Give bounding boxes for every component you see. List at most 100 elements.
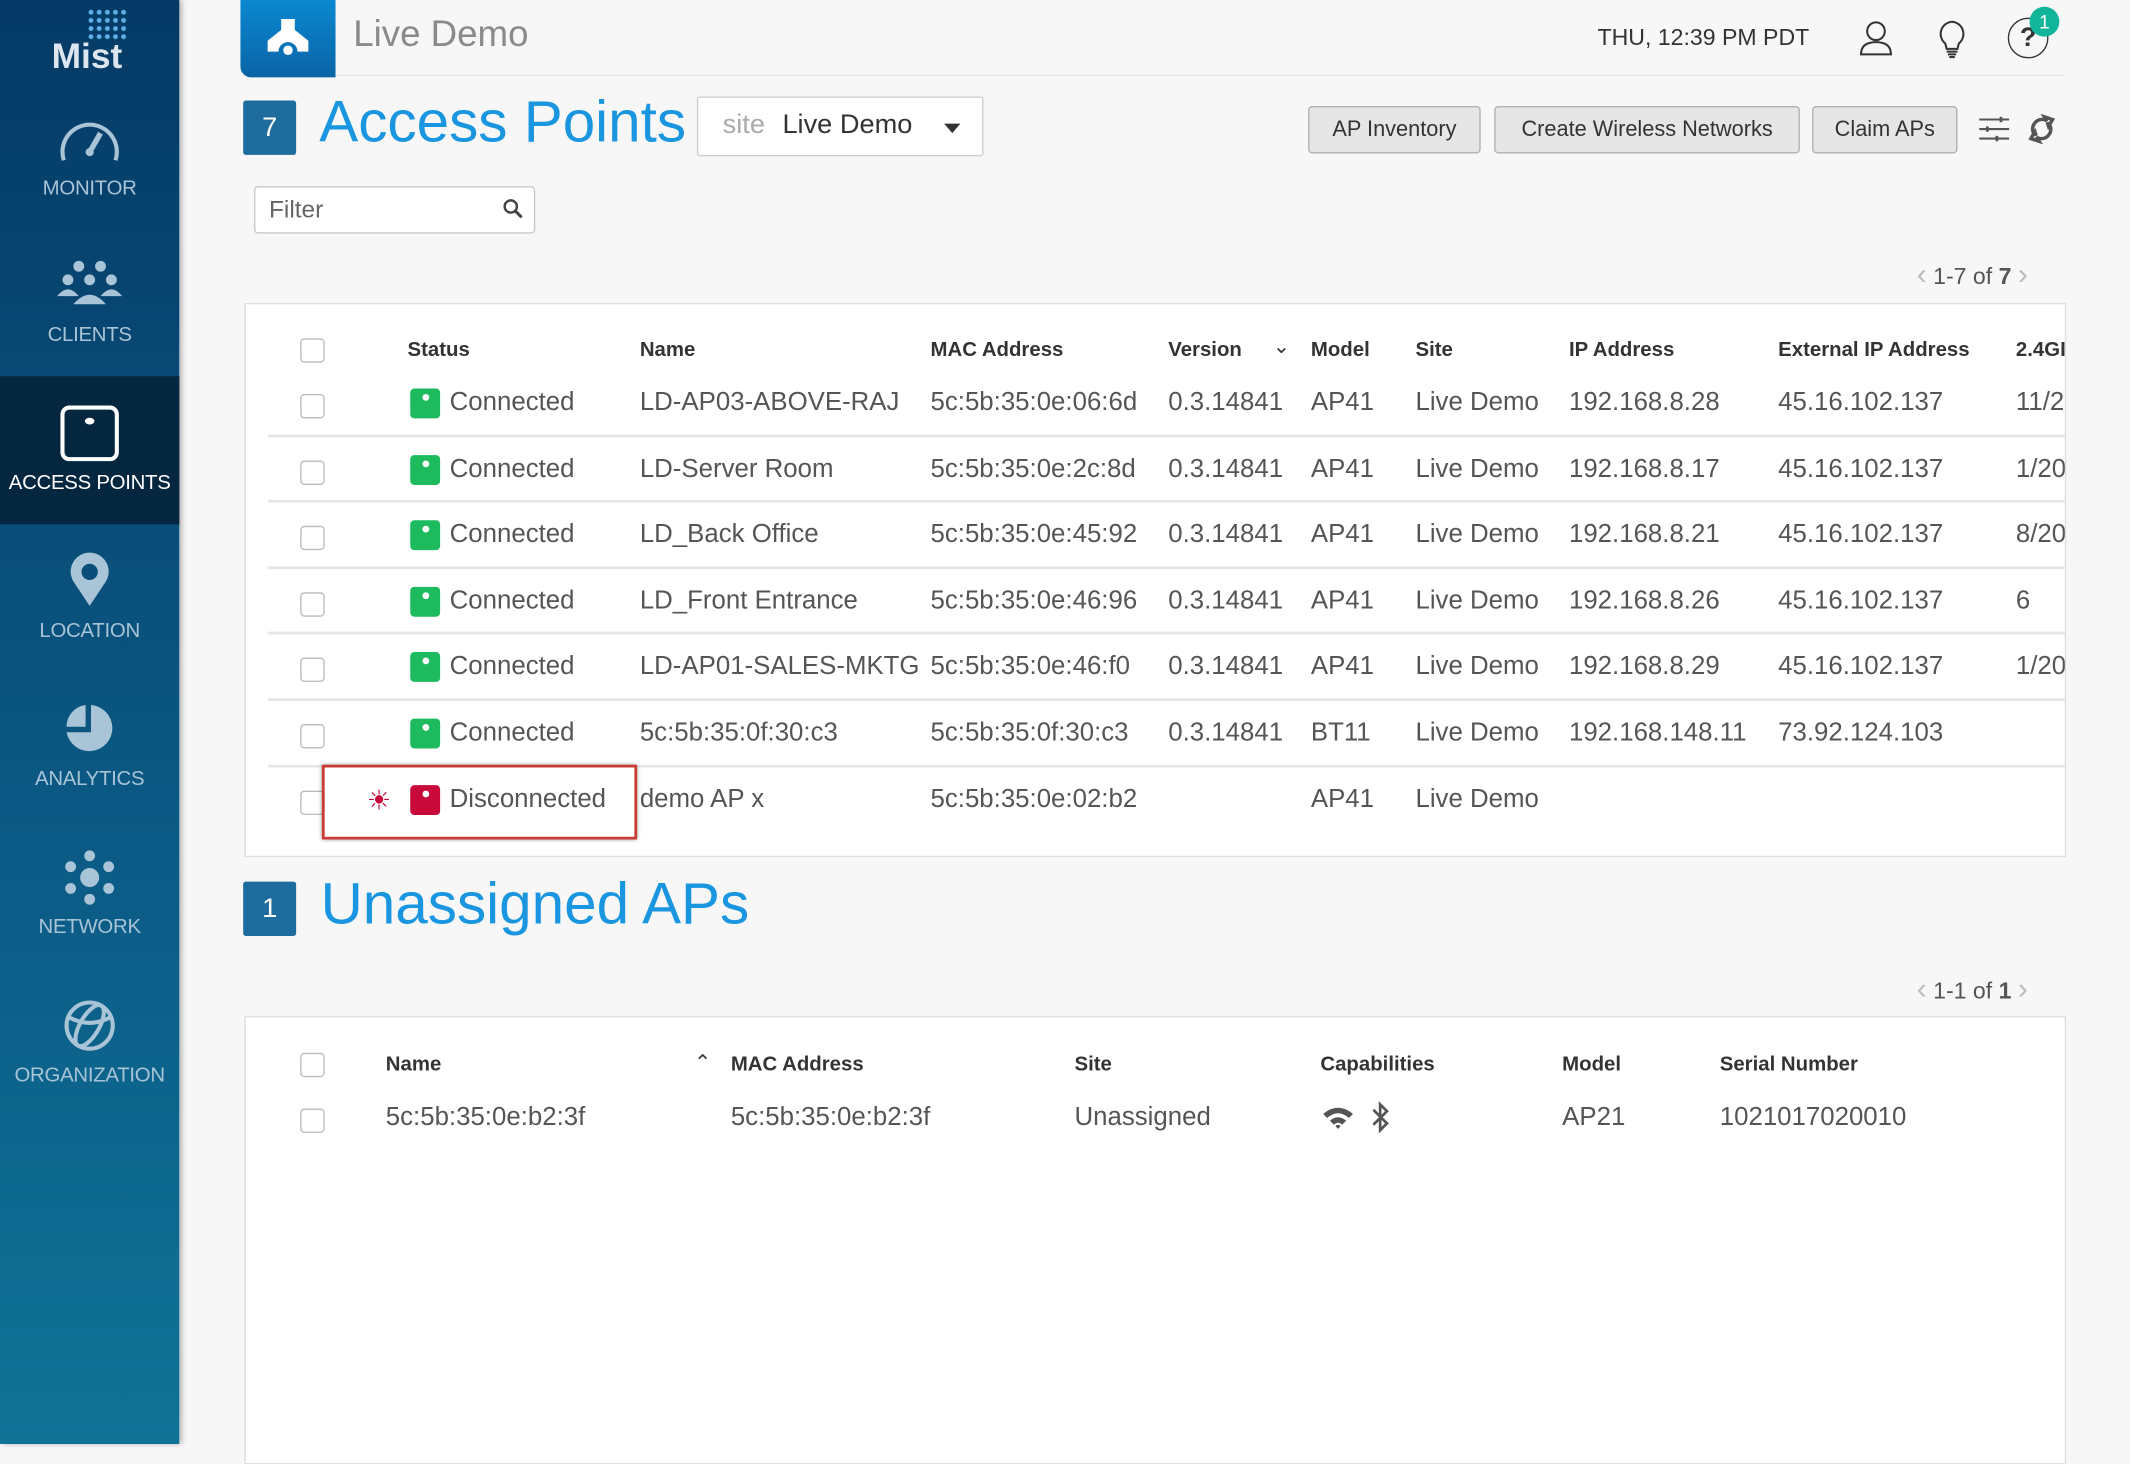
sidebar-item-label: ORGANIZATION <box>14 1063 165 1087</box>
site-icon <box>267 19 309 56</box>
claim-aps-button[interactable]: Claim APs <box>1812 105 1958 154</box>
status-connected-icon <box>410 652 441 683</box>
ap-g24: 11/2 <box>2015 388 2065 418</box>
pagination-total: 7 <box>1998 263 2012 290</box>
create-wireless-networks-button[interactable]: Create Wireless Networks <box>1494 105 1800 154</box>
column-header-name[interactable]: Name <box>385 1052 442 1076</box>
ap-mac: 5c:5b:35:0e:b2:3f <box>730 1103 931 1132</box>
sidebar-item-monitor[interactable]: MONITOR <box>0 82 179 230</box>
prev-page-icon[interactable]: ‹ <box>1916 971 1927 1006</box>
next-page-icon[interactable]: › <box>2017 971 2028 1006</box>
ap-name: 5c:5b:35:0e:b2:3f <box>385 1103 586 1132</box>
ap-name: LD-AP01-SALES-MKTG <box>639 652 920 682</box>
header-divider <box>335 74 2065 77</box>
sidebar: Mist MONITOR CLIENTS ACCESS POINTS LOCAT… <box>0 0 180 1445</box>
site-logo-button[interactable] <box>240 0 336 78</box>
select-all-checkbox[interactable] <box>300 338 325 363</box>
ap-name: demo AP x <box>639 784 765 814</box>
sidebar-item-label: ACCESS POINTS <box>8 471 171 495</box>
row-divider <box>267 434 2065 437</box>
row-checkbox[interactable] <box>300 658 325 683</box>
ap-model: AP41 <box>1310 586 1375 616</box>
ap-site: Live Demo <box>1415 388 1539 418</box>
column-header-model[interactable]: Model <box>1310 338 1370 362</box>
globe-icon <box>64 1000 115 1051</box>
next-page-icon[interactable]: › <box>2017 256 2028 291</box>
status-connected-icon <box>410 454 441 485</box>
ap-mac: 5c:5b:35:0e:2c:8d <box>930 454 1136 484</box>
ap-site: Live Demo <box>1415 718 1539 748</box>
column-header-serial[interactable]: Serial Number <box>1719 1052 1858 1076</box>
column-header-ip[interactable]: IP Address <box>1568 338 1675 362</box>
column-header-version[interactable]: Version <box>1168 338 1242 362</box>
unassigned-title: Unassigned APs <box>320 872 750 938</box>
column-header-capabilities[interactable]: Capabilities <box>1320 1052 1435 1076</box>
refresh-icon[interactable] <box>2028 114 2056 144</box>
ap-serial: 1021017020010 <box>1719 1103 1907 1132</box>
ap-ext-ip: 45.16.102.137 <box>1778 520 1944 550</box>
row-checkbox[interactable] <box>300 525 325 551</box>
mist-logo[interactable]: Mist <box>49 8 131 76</box>
ap-model: AP21 <box>1562 1103 1626 1132</box>
ap-version: 0.3.14841 <box>1168 586 1284 616</box>
sidebar-item-network[interactable]: NETWORK <box>0 820 179 968</box>
sidebar-item-location[interactable]: LOCATION <box>0 524 179 672</box>
column-header-external-ip[interactable]: External IP Address <box>1778 338 1970 362</box>
ap-status: Disconnected <box>449 784 607 814</box>
unassigned-pagination: ‹ 1-1 of 1 › <box>1917 971 2028 1006</box>
ap-model: AP41 <box>1310 454 1375 484</box>
column-header-name[interactable]: Name <box>639 338 696 362</box>
column-header-site[interactable]: Site <box>1415 338 1453 362</box>
lightbulb-icon[interactable] <box>1936 19 1969 60</box>
ap-inventory-button[interactable]: AP Inventory <box>1308 105 1481 154</box>
location-pin-icon <box>70 552 109 606</box>
ap-ext-ip: 73.92.124.103 <box>1778 718 1944 748</box>
ap-ext-ip: 45.16.102.137 <box>1778 652 1944 682</box>
sidebar-item-analytics[interactable]: ANALYTICS <box>0 672 179 820</box>
logo-text: Mist <box>51 35 123 77</box>
column-header-mac[interactable]: MAC Address <box>930 338 1064 362</box>
ap-model: AP41 <box>1310 520 1375 550</box>
site-selector[interactable]: site Live Demo <box>696 96 984 157</box>
ap-status: Connected <box>449 454 575 484</box>
column-header-2-4ghz[interactable]: 2.4GI <box>2015 338 2065 362</box>
filter-input[interactable] <box>254 186 536 234</box>
row-checkbox[interactable] <box>300 724 325 749</box>
access-points-table-body: Status Name MAC Address Version ⌄ Model … <box>267 335 2065 816</box>
ap-ip: 192.168.8.29 <box>1568 652 1720 682</box>
ap-ip: 192.168.148.11 <box>1568 718 1747 748</box>
sort-ascending-icon[interactable]: ⌃ <box>694 1051 712 1075</box>
ap-g24: 8/20 <box>2015 520 2065 550</box>
column-header-model[interactable]: Model <box>1562 1052 1622 1076</box>
sidebar-item-label: NETWORK <box>38 915 142 939</box>
select-all-unassigned-checkbox[interactable] <box>300 1052 325 1078</box>
ap-ip: 192.168.8.17 <box>1568 454 1720 484</box>
ap-status: Connected <box>449 586 575 616</box>
pie-chart-icon <box>66 705 113 752</box>
user-icon[interactable] <box>1857 19 1895 57</box>
row-checkbox[interactable] <box>300 1108 325 1133</box>
sidebar-item-access-points[interactable]: ACCESS POINTS <box>0 376 180 525</box>
column-header-status[interactable]: Status <box>407 338 470 362</box>
prev-page-icon[interactable]: ‹ <box>1916 256 1927 291</box>
row-checkbox[interactable] <box>300 790 325 815</box>
ap-version: 0.3.14841 <box>1168 388 1284 418</box>
ap-model: BT11 <box>1310 718 1371 748</box>
site-selector-value: Live Demo <box>782 110 913 140</box>
row-checkbox[interactable] <box>300 459 325 485</box>
sidebar-item-clients[interactable]: CLIENTS <box>0 228 179 376</box>
disconnected-highlight-box <box>321 764 638 840</box>
row-checkbox[interactable] <box>300 591 325 617</box>
ap-status: Connected <box>449 520 575 550</box>
network-icon <box>65 850 115 905</box>
column-settings-icon[interactable] <box>1978 115 2011 142</box>
ap-model: AP41 <box>1310 784 1375 814</box>
column-header-site[interactable]: Site <box>1074 1052 1112 1076</box>
column-header-mac[interactable]: MAC Address <box>730 1052 864 1076</box>
sidebar-item-organization[interactable]: ORGANIZATION <box>0 969 179 1117</box>
sidebar-item-label: ANALYTICS <box>35 767 145 791</box>
row-checkbox[interactable] <box>300 393 325 419</box>
sort-descending-icon[interactable]: ⌄ <box>1272 335 1290 359</box>
row-divider <box>267 500 2065 503</box>
access-point-icon <box>60 405 119 462</box>
